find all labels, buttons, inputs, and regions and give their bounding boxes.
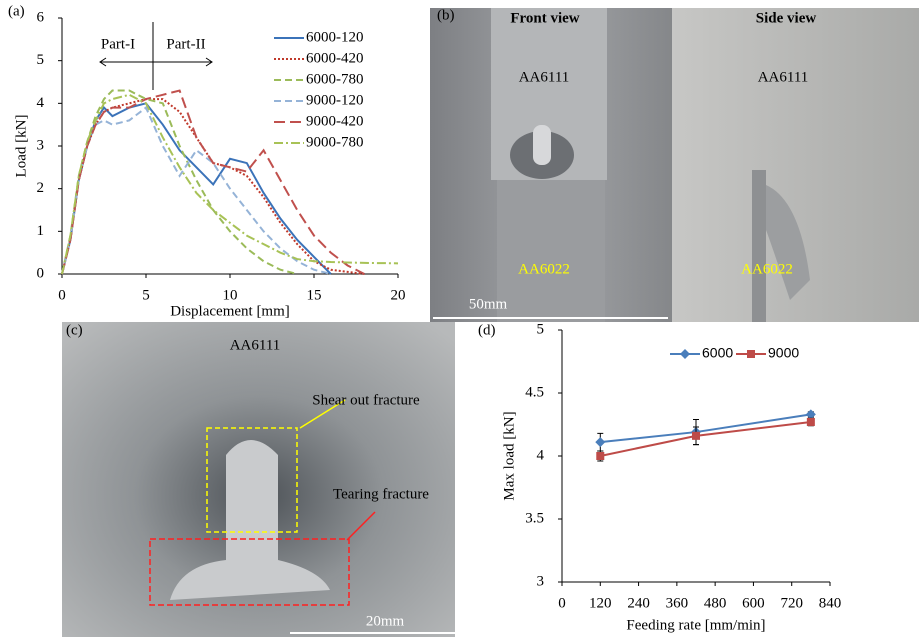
y-tick-label: 3.5 (525, 510, 544, 526)
y-tick-label: 5 (537, 321, 545, 337)
x-tick-label: 0 (58, 287, 66, 303)
y-axis-label: Max load [kN] (501, 411, 517, 500)
x-axis-label: Displacement [mm] (170, 303, 290, 319)
y-tick-label: 5 (37, 52, 45, 68)
legend-label: 9000-420 (306, 113, 364, 129)
annotation: Tearing fracture (333, 486, 429, 502)
x-tick-label: 360 (666, 595, 689, 611)
panel-label: (d) (478, 322, 496, 338)
photo-c: (c) AA6111 Shear out fracture Tearing fr… (62, 322, 455, 637)
legend-label: 6000-120 (306, 29, 364, 45)
y-tick-label: 6 (37, 9, 45, 25)
series-line (600, 413, 812, 444)
material-label: AA6022 (518, 261, 570, 277)
marker (747, 350, 755, 358)
side-sheet (752, 170, 766, 322)
marker (806, 417, 815, 426)
x-tick-label: 10 (223, 287, 238, 303)
legend-label: 6000-780 (306, 71, 364, 87)
side-tear (766, 185, 810, 300)
material-label: AA6111 (758, 69, 809, 85)
part-annotation (99, 22, 213, 90)
y-tick-label: 0 (37, 265, 45, 281)
y-tick-label: 3 (537, 573, 545, 589)
series-line (61, 98, 365, 275)
series-line (61, 89, 298, 275)
annotation: Part-I (101, 36, 135, 52)
lower-sheet (497, 180, 605, 322)
fracture (170, 440, 330, 600)
marker (680, 349, 690, 359)
series-line (61, 106, 332, 275)
arrow-head (99, 57, 213, 67)
marker (805, 409, 816, 420)
x-tick-label: 720 (780, 595, 803, 611)
y-axis-label: Load [kN] (13, 115, 29, 178)
y-tick-label: 4.5 (525, 384, 544, 400)
legend-label: 9000 (768, 345, 799, 361)
joint-hole (533, 125, 551, 165)
y-tick-label: 4 (537, 447, 545, 463)
legend-label: 9000-120 (306, 92, 364, 108)
annotation: Shear out fracture (312, 392, 420, 408)
view-title: Front view (510, 10, 579, 26)
legend-label: 6000 (702, 345, 733, 361)
x-axis-label: Feeding rate [mm/min] (626, 617, 765, 633)
series-line (61, 89, 365, 275)
arrow (299, 399, 346, 429)
x-tick-label: 120 (589, 595, 612, 611)
panel-label: (c) (66, 322, 83, 338)
material-label: AA6022 (741, 261, 793, 277)
legend-label: 6000-420 (306, 50, 364, 66)
tearing-box (149, 538, 350, 606)
panel-label: (a) (8, 3, 25, 19)
panel-label: (b) (437, 7, 455, 23)
marker (596, 452, 605, 460)
material-label: AA6111 (519, 69, 570, 85)
x-tick-label: 840 (819, 595, 842, 611)
arrow (346, 511, 376, 541)
x-tick-label: 0 (558, 595, 566, 611)
x-tick-label: 5 (142, 287, 150, 303)
y-tick-label: 4 (37, 95, 45, 111)
y-tick-label: 2 (37, 180, 45, 196)
x-tick-label: 20 (391, 287, 406, 303)
annotation: Part-II (166, 36, 205, 52)
scale-label: 50mm (469, 296, 508, 312)
view-title: Side view (756, 10, 817, 26)
x-tick-label: 480 (704, 595, 727, 611)
material-label: AA6111 (230, 337, 281, 353)
x-tick-label: 15 (307, 287, 322, 303)
legend-label: 9000-780 (306, 134, 364, 150)
x-tick-label: 600 (742, 595, 765, 611)
marker (692, 431, 700, 440)
shear-box (206, 427, 298, 533)
x-tick-label: 240 (627, 595, 650, 611)
y-tick-label: 1 (37, 223, 45, 239)
photo-b: (b) Front view Side view AA6111 AA6111 A… (430, 7, 919, 322)
scale-label: 20mm (366, 613, 405, 629)
marker (595, 437, 606, 448)
y-tick-label: 3 (37, 137, 45, 153)
series-line (61, 102, 332, 275)
series-line (61, 93, 399, 275)
